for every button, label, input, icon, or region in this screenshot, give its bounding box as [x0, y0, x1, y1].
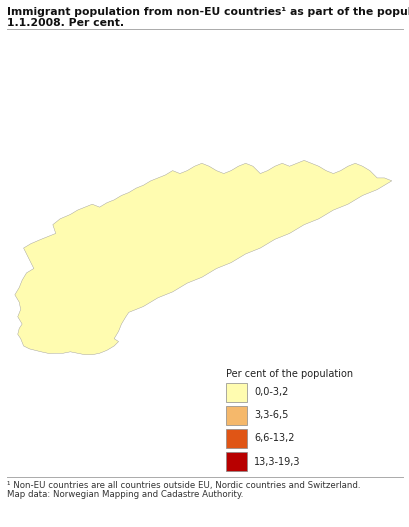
Text: Map data: Norwegian Mapping and Cadastre Authority.: Map data: Norwegian Mapping and Cadastre…: [7, 490, 243, 499]
Text: Immigrant population from non-EU countries¹ as part of the population.: Immigrant population from non-EU countri…: [7, 7, 409, 17]
Bar: [225, 429, 247, 448]
Bar: [225, 406, 247, 425]
Text: 0,0-3,2: 0,0-3,2: [254, 387, 288, 397]
Bar: [225, 452, 247, 471]
Text: 6,6-13,2: 6,6-13,2: [254, 434, 294, 443]
Text: 1.1.2008. Per cent.: 1.1.2008. Per cent.: [7, 18, 124, 28]
Text: Per cent of the population: Per cent of the population: [225, 369, 352, 379]
Text: 13,3-19,3: 13,3-19,3: [254, 457, 300, 466]
Text: 3,3-6,5: 3,3-6,5: [254, 411, 288, 420]
Text: ¹ Non-EU countries are all countries outside EU, Nordic countries and Switzerlan: ¹ Non-EU countries are all countries out…: [7, 481, 360, 490]
Bar: [225, 383, 247, 402]
